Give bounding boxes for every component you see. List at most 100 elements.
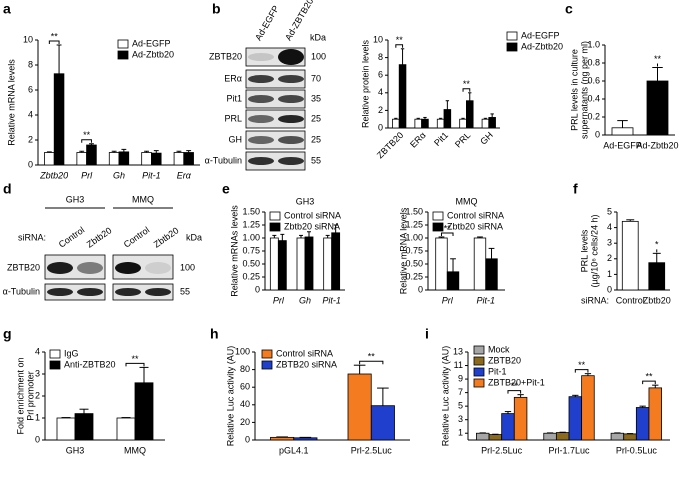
bar bbox=[488, 117, 496, 129]
x-tick-label: Gh bbox=[299, 295, 311, 305]
bar bbox=[446, 271, 460, 291]
x-tick-label: GH3 bbox=[66, 445, 85, 455]
error-bar bbox=[584, 373, 592, 376]
bar bbox=[331, 232, 341, 291]
row-label: ERα bbox=[224, 73, 242, 83]
blot-band bbox=[47, 288, 73, 296]
y-axis-label: Relative mRNAs levels bbox=[229, 205, 239, 297]
row-label: α-Tubulin bbox=[205, 155, 242, 165]
y-tick-label: 0 bbox=[607, 284, 612, 294]
significance-bracket bbox=[574, 369, 589, 373]
error-bar bbox=[353, 364, 366, 374]
blot-band bbox=[278, 75, 304, 83]
kda-value: 100 bbox=[311, 51, 326, 61]
y-axis-label: Fold enrichment on bbox=[15, 357, 25, 434]
y-tick-label: 0 bbox=[28, 159, 33, 169]
y-tick-label: 5 bbox=[458, 401, 463, 411]
x-tick-label: Gh bbox=[113, 170, 125, 180]
y-tick-label: 6 bbox=[378, 70, 383, 80]
y-tick-label: 0.6 bbox=[587, 75, 600, 85]
y-tick-label: 4 bbox=[378, 87, 383, 97]
error-bar bbox=[186, 150, 192, 153]
y-tick-label: 1.25 bbox=[242, 219, 260, 229]
x-tick-label: Prl-1.7Luc bbox=[548, 445, 590, 455]
legend-label: Mock bbox=[488, 344, 510, 354]
lane-label: Control bbox=[122, 225, 152, 250]
blot-band bbox=[248, 157, 274, 165]
row-label: α-Tubulin bbox=[3, 286, 40, 296]
significance-label: ** bbox=[645, 372, 653, 382]
x-tick-label: Ad-EGFP bbox=[603, 140, 642, 150]
x-label-prefix: siRNA: bbox=[581, 295, 609, 305]
x-tick-label: Prl bbox=[442, 295, 454, 305]
error-bar bbox=[46, 151, 52, 153]
significance-bracket bbox=[48, 40, 60, 44]
bar bbox=[623, 433, 637, 441]
legend-label: ZBTB20 bbox=[488, 355, 521, 365]
significance-label: ** bbox=[368, 352, 376, 362]
bar bbox=[459, 118, 467, 129]
significance-bracket bbox=[125, 362, 145, 367]
y-tick-label: 13 bbox=[453, 346, 463, 356]
significance-label: ** bbox=[131, 354, 139, 364]
error-bar bbox=[79, 150, 85, 153]
legend-label: Anti-ZBTB20 bbox=[64, 359, 116, 369]
bar bbox=[304, 236, 314, 291]
error-bar bbox=[400, 48, 405, 65]
bar bbox=[44, 152, 55, 166]
legend-swatch bbox=[473, 378, 485, 388]
panel-letter: e bbox=[222, 181, 230, 197]
y-tick-label: 5 bbox=[607, 206, 612, 216]
legend-label: IgG bbox=[64, 348, 79, 358]
legend-swatch bbox=[117, 50, 129, 60]
y-tick-label: 10 bbox=[23, 34, 33, 44]
significance-label: ** bbox=[654, 54, 662, 64]
blot-band bbox=[145, 288, 171, 296]
error-bar bbox=[504, 411, 512, 414]
chart-title: GH3 bbox=[296, 196, 315, 206]
bar bbox=[108, 152, 120, 166]
y-tick-label: 0.8 bbox=[587, 57, 600, 67]
y-tick-label: 10 bbox=[373, 34, 383, 44]
y-tick-label: 1 bbox=[35, 412, 40, 422]
bar bbox=[421, 118, 429, 129]
panel-letter: f bbox=[573, 181, 578, 197]
bar bbox=[435, 237, 448, 291]
legend-swatch bbox=[473, 367, 485, 377]
blot-band bbox=[278, 115, 304, 123]
legend-swatch bbox=[432, 222, 444, 232]
y-tick-label: 0 bbox=[255, 284, 260, 294]
error-bar bbox=[299, 234, 303, 238]
bar bbox=[648, 262, 666, 291]
group-label: MMQ bbox=[132, 194, 154, 204]
kda-value: 25 bbox=[311, 113, 321, 123]
bar bbox=[555, 432, 570, 441]
bar bbox=[53, 73, 65, 166]
bar bbox=[473, 237, 487, 291]
error-bar bbox=[572, 394, 579, 397]
error-bar bbox=[438, 117, 443, 120]
error-bar bbox=[307, 231, 311, 237]
error-bar bbox=[445, 100, 450, 110]
y-axis-label: supernatants (ng per ml) bbox=[579, 41, 589, 139]
x-tick-label: Ad-Zbtb20 bbox=[636, 140, 678, 150]
y-axis-label: (µg/10⁶ cells/24 h) bbox=[589, 215, 599, 288]
error-bar bbox=[450, 258, 456, 272]
x-tick-label: Prl-2.5Luc bbox=[481, 445, 523, 455]
y-tick-label: 40 bbox=[240, 399, 250, 409]
blot-band bbox=[248, 115, 274, 123]
y-axis-label: Prl promoter bbox=[25, 371, 35, 421]
legend-label: Ad-Zbtb20 bbox=[132, 49, 174, 59]
y-tick-label: 0.4 bbox=[587, 93, 600, 103]
x-tick-label: Pit-1 bbox=[142, 170, 161, 180]
y-tick-label: 3 bbox=[35, 368, 40, 378]
y-tick-label: 0.75 bbox=[405, 245, 423, 255]
bar bbox=[621, 220, 639, 291]
significance-bracket bbox=[81, 139, 92, 143]
bar bbox=[513, 396, 528, 441]
y-tick-label: 0 bbox=[35, 434, 40, 444]
bar bbox=[173, 152, 185, 166]
legend-label: ZBTB20 siRNA bbox=[276, 359, 337, 369]
bar bbox=[610, 432, 625, 441]
bar bbox=[293, 437, 318, 441]
